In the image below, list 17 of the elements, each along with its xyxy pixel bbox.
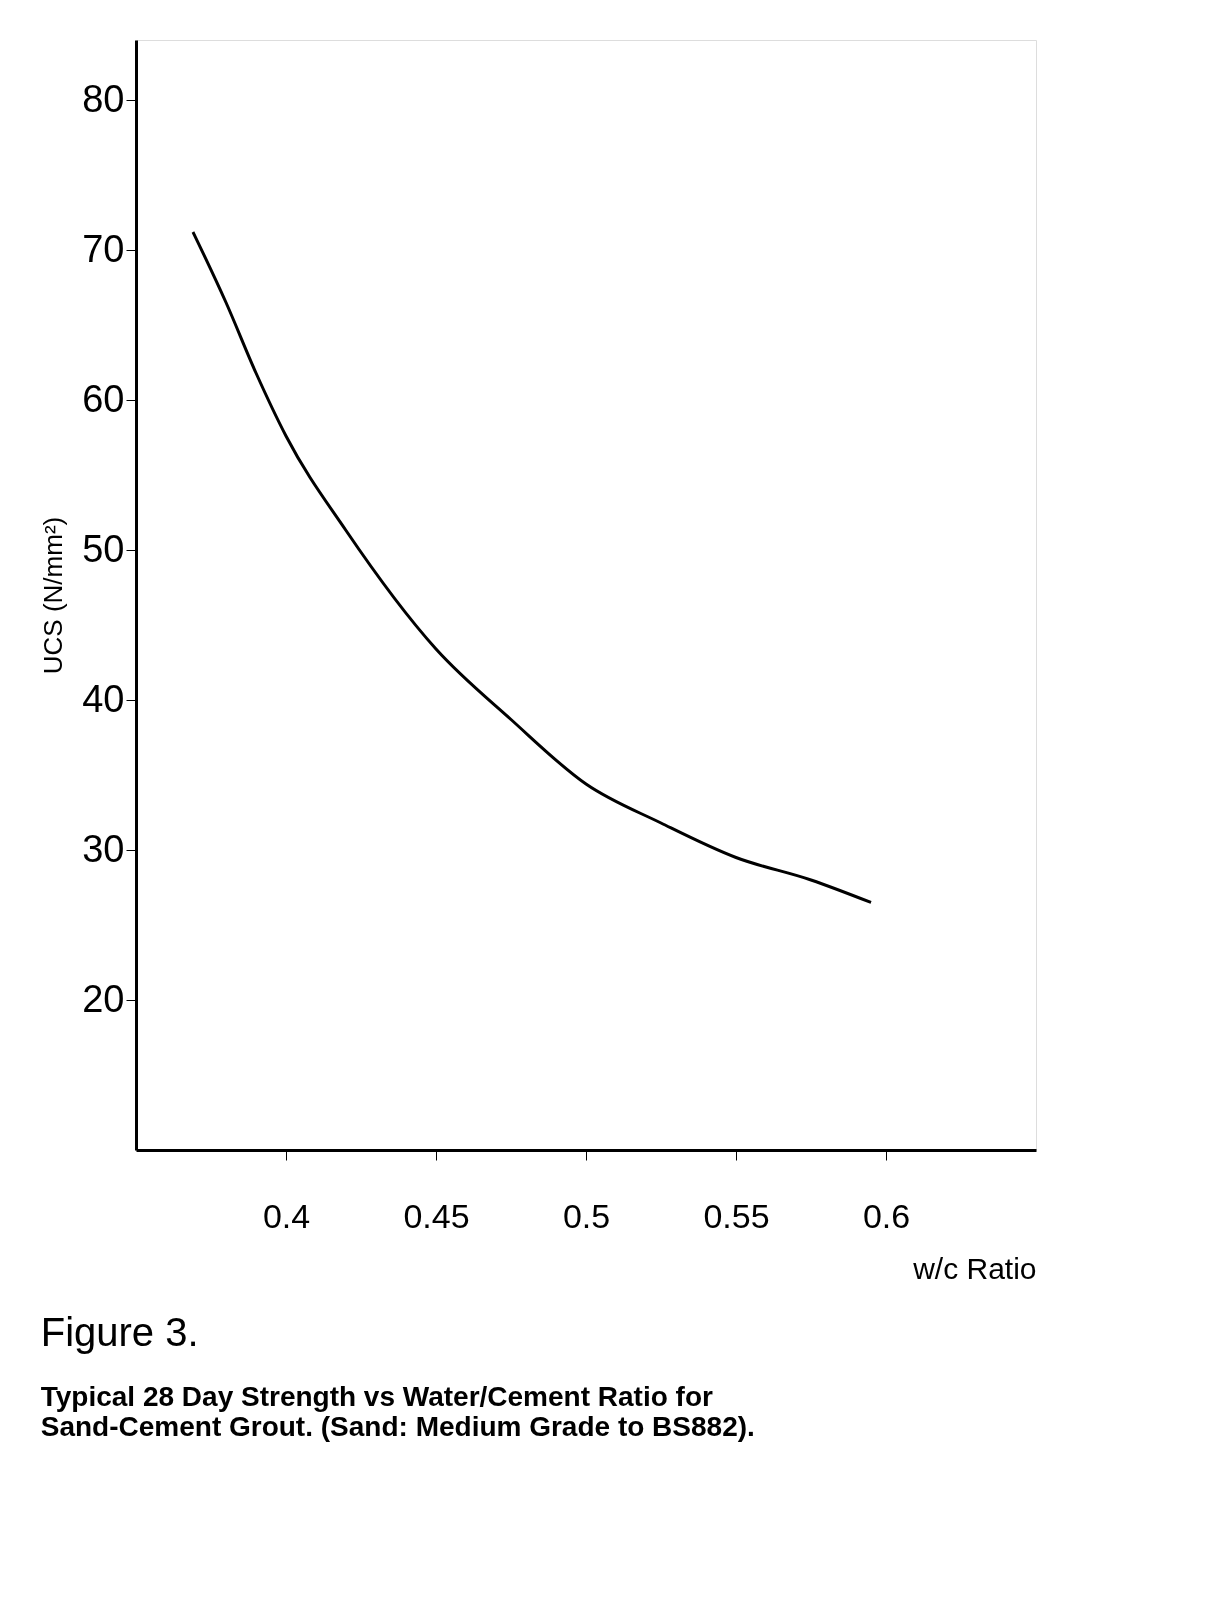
y-tick-label: 30: [82, 827, 125, 870]
caption: Figure 3.: [40, 1310, 199, 1354]
y-tick-label: 60: [82, 377, 125, 420]
text: Typical 28 Day Strength vs Water/Cement Ratio for Sand-Cement Grout. (Sand: Medium Grade to BS882).: [40, 1381, 755, 1442]
x-tick-label: 0.4: [262, 1196, 311, 1235]
y-tick-label: 20: [82, 977, 125, 1020]
x-tick-label: 0.5: [562, 1196, 611, 1235]
y-tick-label: 40: [82, 677, 125, 720]
line-series: [191, 230, 873, 904]
x-tick-label: 0.55: [703, 1196, 770, 1235]
x-tick-label: 0.6: [862, 1196, 911, 1235]
y-tick-label: 80: [82, 77, 125, 120]
y-axis-title: UCS (N/mm²): [38, 516, 69, 675]
y-tick-label: 50: [82, 527, 125, 570]
x-axis-title: w/c Ratio: [912, 1251, 1037, 1285]
x-tick-label: 0.45: [403, 1196, 470, 1235]
y-tick-label: 70: [82, 227, 125, 270]
